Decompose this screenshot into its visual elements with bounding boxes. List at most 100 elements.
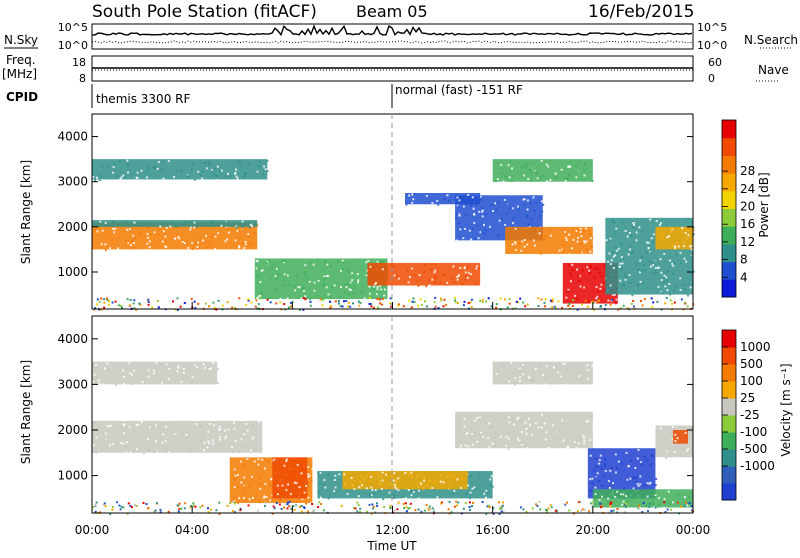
velocity-echo-speckle xyxy=(272,458,310,501)
velocity-colorbar-tick: 25 xyxy=(740,391,755,405)
freq-tick-bottom: 8 xyxy=(79,72,86,85)
power-echo-speckle xyxy=(369,263,481,288)
velocity-echo-band xyxy=(92,420,263,453)
velocity-colorbar-segment xyxy=(722,398,736,416)
velocity-y-axis: 1000 2000 3000 4000 xyxy=(57,332,693,483)
velocity-echo-band xyxy=(272,457,308,499)
power-ylabel: Slant Range [km] xyxy=(19,160,33,264)
power-echo-speckle xyxy=(99,220,253,229)
power-echo-speckle xyxy=(505,227,594,256)
velocity-echo-bands xyxy=(92,361,694,515)
velocity-echo-speckle xyxy=(92,361,220,387)
date-label: 16/Feb/2015 xyxy=(588,2,694,22)
velocity-echo-speckle xyxy=(493,361,594,386)
time-tick-label: 12:00 xyxy=(375,523,410,537)
freq-panel: Freq. [MHz] 18 8 60 0 Nave xyxy=(2,53,789,85)
velocity-colorbar-tick: 100 xyxy=(740,374,763,388)
power-colorbar-segment xyxy=(722,279,736,298)
power-ytick-label: 3000 xyxy=(57,175,88,189)
velocity-echo-speckle xyxy=(92,420,261,455)
velocity-colorbar-tick: 1000 xyxy=(740,340,771,354)
noise-panel: N.Sky 10^5 10^0 10^5 10^0 N.Search xyxy=(4,21,798,52)
noise-left-label: N.Sky xyxy=(4,33,38,47)
velocity-ytick-label: 3000 xyxy=(57,377,88,391)
time-tick-label: 20:00 xyxy=(576,523,611,537)
power-colorbar-segment xyxy=(722,190,736,209)
time-axis-label: Time UT xyxy=(366,539,417,553)
power-echo-band xyxy=(367,262,481,286)
freq-label-2: [MHz] xyxy=(2,67,37,81)
power-y-axis: 1000 2000 3000 4000 xyxy=(57,130,693,279)
velocity-colorbar-segment xyxy=(722,347,736,365)
power-colorbar-tick: 12 xyxy=(740,235,755,249)
velocity-echo-speckle xyxy=(458,413,594,450)
freq-tick-top: 18 xyxy=(72,56,86,69)
power-echo-band xyxy=(92,220,258,227)
velocity-colorbar-segment xyxy=(722,381,736,399)
noise-tick-bottom: 10^0 xyxy=(58,39,88,52)
velocity-colorbar-tick: 500 xyxy=(740,357,763,371)
velocity-colorbar: 1000 500 100 25 -25 -100 -500 -1000 xyxy=(721,329,775,501)
noise-right-tick-bottom: 10^0 xyxy=(697,39,727,52)
noise-right-tick-top: 10^5 xyxy=(697,21,727,34)
power-colorbar-frame xyxy=(721,119,737,298)
velocity-colorbar-tick: -25 xyxy=(740,408,760,422)
velocity-colorbar-segment xyxy=(722,483,736,501)
power-echo-band xyxy=(492,159,593,182)
nave-tick-top: 60 xyxy=(708,56,722,69)
time-tick-label: 00:00 xyxy=(676,523,711,537)
velocity-colorbar-tick: -100 xyxy=(740,425,767,439)
power-echo-band xyxy=(405,192,481,205)
velocity-echo-band xyxy=(455,411,593,449)
velocity-ytick-label: 1000 xyxy=(57,469,88,483)
power-echo-band xyxy=(655,226,693,250)
power-colorbar-segment xyxy=(722,243,736,263)
power-echo-speckle xyxy=(92,159,269,182)
time-tick-label: 08:00 xyxy=(275,523,310,537)
freq-label-1: Freq. xyxy=(6,53,36,67)
noise-tick-top: 10^5 xyxy=(58,21,88,34)
velocity-echo-band xyxy=(342,471,468,490)
velocity-ytick-label: 2000 xyxy=(57,423,88,437)
power-colorbar-segment xyxy=(722,226,736,245)
velocity-ytick-label: 4000 xyxy=(57,332,88,346)
power-colorbar-tick: 16 xyxy=(740,217,755,231)
velocity-colorbar-tick: -500 xyxy=(740,442,767,456)
power-colorbar-tick: 4 xyxy=(740,270,748,284)
noise-panel-frame xyxy=(91,23,694,50)
power-ytick-label: 1000 xyxy=(57,265,88,279)
nave-label: Nave xyxy=(758,63,789,77)
noise-sky-trace xyxy=(92,24,693,37)
velocity-ylabel: Slant Range [km] xyxy=(19,360,33,464)
velocity-colorbar-segment xyxy=(722,415,736,433)
power-echo-band xyxy=(92,159,268,180)
power-colorbar-tick: 8 xyxy=(740,253,748,267)
power-ytick-label: 2000 xyxy=(57,220,88,234)
power-colorbar-tick: 24 xyxy=(740,182,755,196)
power-echo-band xyxy=(505,226,593,254)
power-colorbar-segment xyxy=(722,137,736,156)
cpid-segment-2: normal (fast) -151 RF xyxy=(395,83,523,97)
noise-search-trace xyxy=(91,40,693,44)
nave-tick-bottom: 0 xyxy=(708,72,715,85)
power-echo-speckle xyxy=(494,160,594,184)
velocity-colorbar-segment xyxy=(722,364,736,382)
power-colorbar: 4 8 12 16 20 24 28 xyxy=(721,119,755,298)
power-colorbar-segment xyxy=(722,261,736,280)
power-echo-speckle xyxy=(405,193,478,206)
power-colorbar-tick: 20 xyxy=(740,200,755,214)
power-colorbar-segment xyxy=(722,208,736,227)
power-colorbar-tick: 28 xyxy=(740,164,755,178)
velocity-echo-speckle xyxy=(674,432,688,442)
cpid-label: CPID xyxy=(6,90,38,104)
power-colorbar-label: Power [dB] xyxy=(757,172,771,237)
station-title: South Pole Station (fitACF) xyxy=(92,2,317,22)
time-axis: 00:00 04:00 08:00 12:00 16:00 20:00 00:00 xyxy=(75,302,711,537)
velocity-colorbar-label: Velocity [m s⁻¹] xyxy=(779,363,793,456)
velocity-panel: 1000 2000 3000 4000 Slant Range [km] 1000 50… xyxy=(19,315,793,515)
power-echo-bands xyxy=(92,159,695,311)
velocity-echo-band xyxy=(492,361,593,385)
cpid-segment-1: themis 3300 RF xyxy=(96,92,190,106)
beam-label: Beam 05 xyxy=(356,2,428,21)
